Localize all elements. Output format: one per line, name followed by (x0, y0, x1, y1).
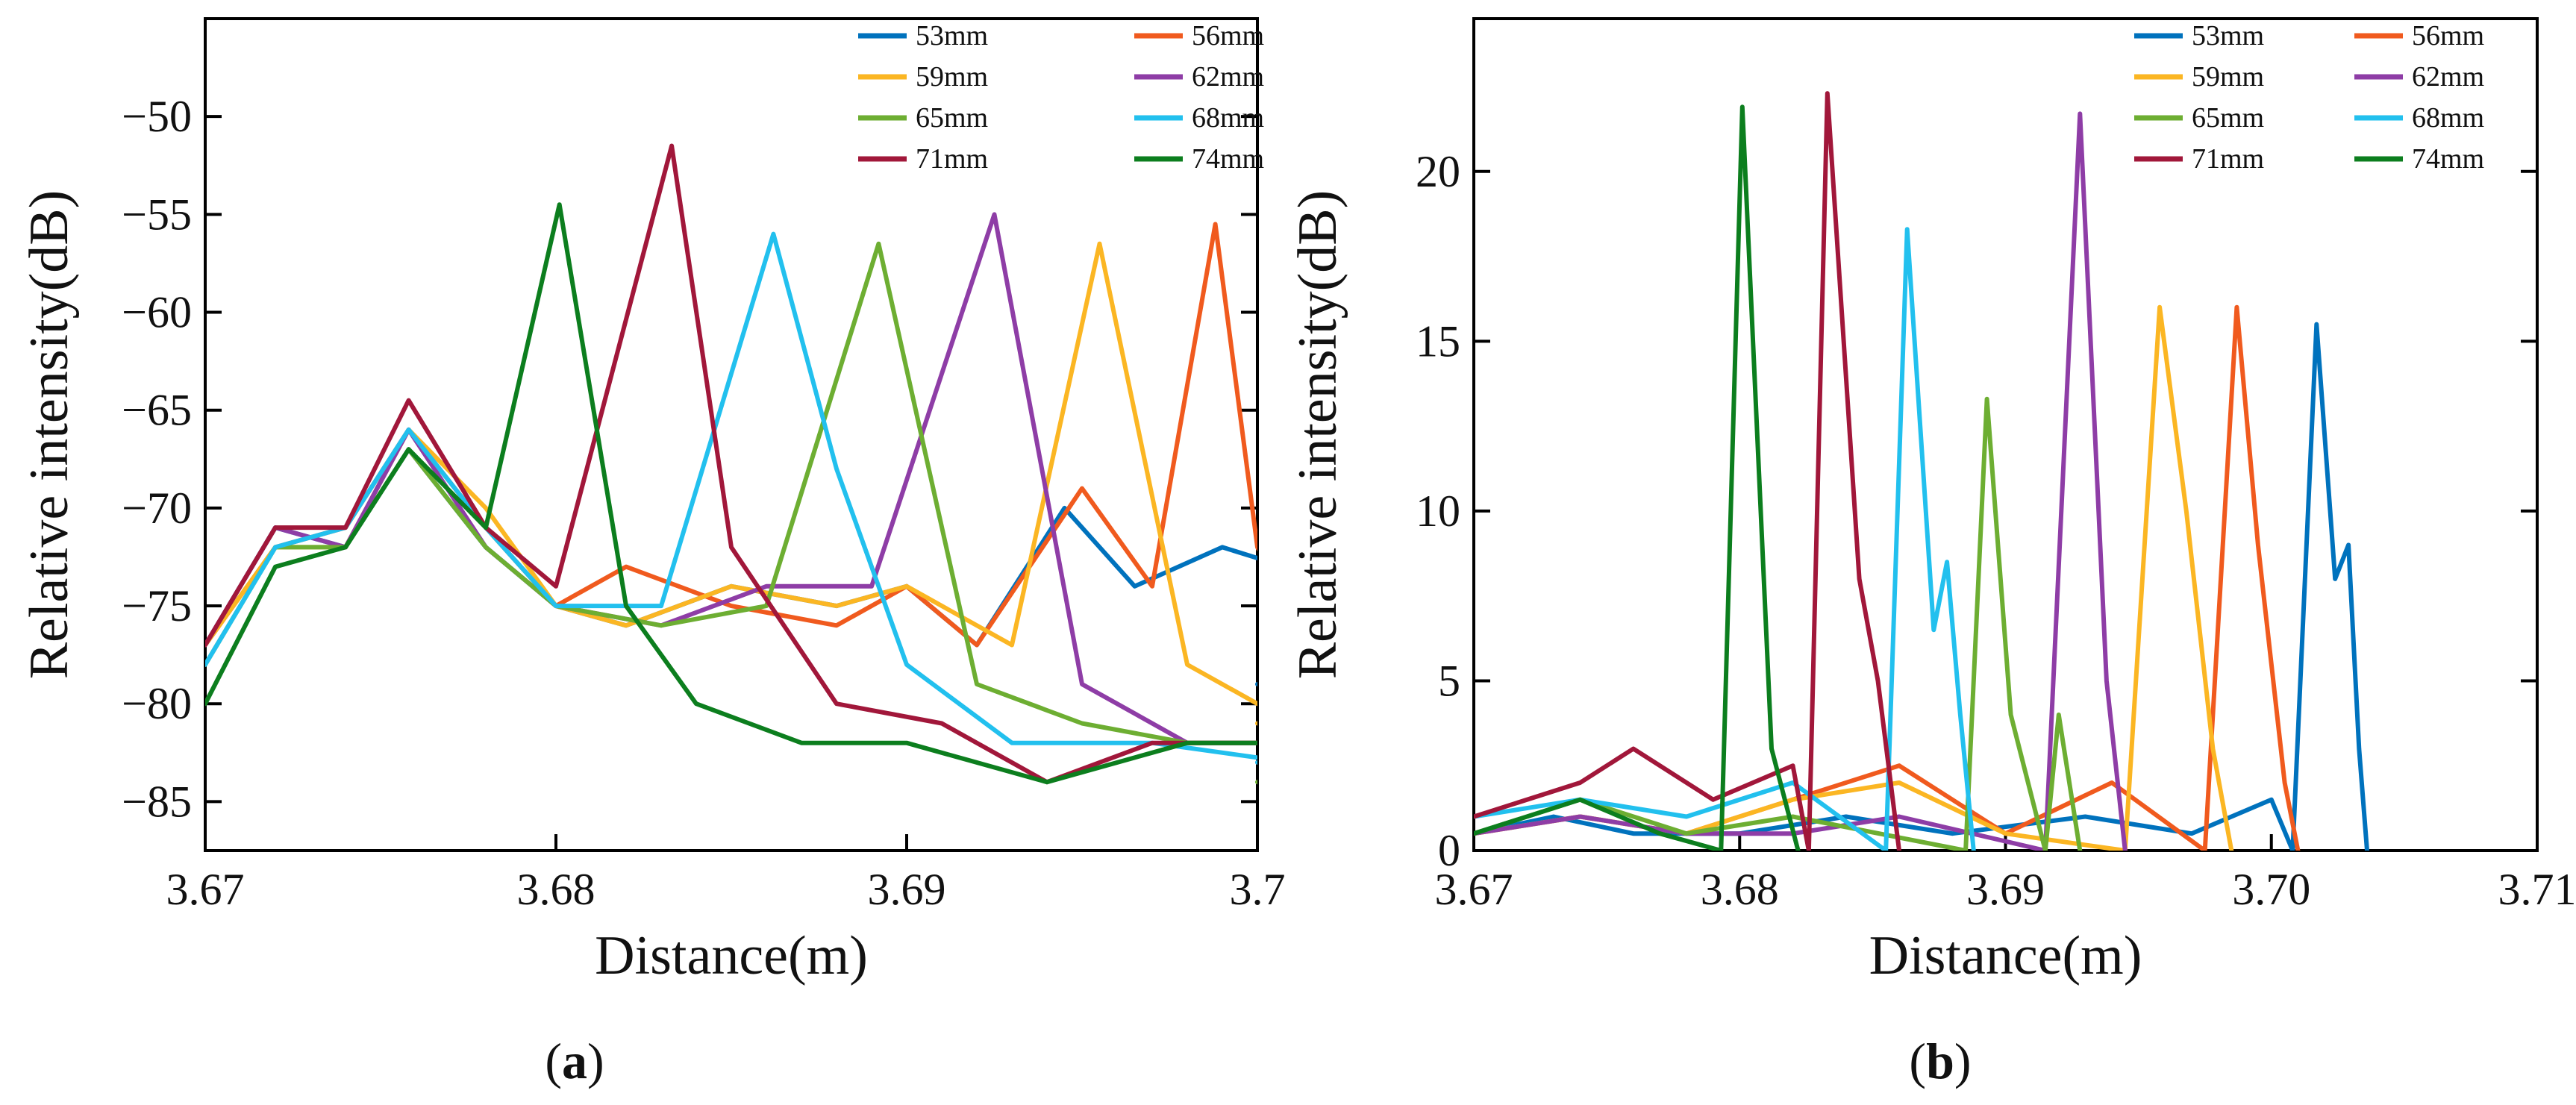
panel-b-legend-label-71mm: 71mm (2192, 143, 2264, 175)
panel-a-y-tick-label: −70 (122, 483, 192, 533)
panel-b-series-53mm (1474, 322, 2369, 851)
panel-b-legend-label-74mm: 74mm (2412, 143, 2484, 175)
panel-b-y-tick-label: 10 (1416, 486, 1460, 536)
panel-b-plot-frame (1472, 17, 2539, 852)
panel-a-legend-label-56mm: 56mm (1192, 20, 1264, 51)
panel-a-caption: (a) (545, 1033, 604, 1089)
panel-b-series-68mm (1474, 227, 1976, 851)
panel-a-plot-frame (204, 17, 1259, 852)
panel-b-legend-label-53mm: 53mm (2192, 20, 2264, 51)
panel-a-y-axis-title: Relative intensity(dB) (19, 190, 80, 680)
panel-a-caption-letter: a (562, 1033, 587, 1089)
panel-b-x-tick-label: 3.71 (2498, 865, 2576, 914)
panel-a-y-tick-label: −75 (122, 581, 192, 630)
panel-b-legend-label-56mm: 56mm (2412, 20, 2484, 51)
panel-a-legend-label-68mm: 68mm (1192, 102, 1264, 134)
panel-a-series-74mm (205, 202, 1257, 785)
panel-b-caption-letter: b (1926, 1033, 1954, 1089)
panel-a-x-tick-label: 3.7 (1230, 865, 1286, 914)
panel-b-x-tick-label: 3.70 (2232, 865, 2310, 914)
panel-b-x-tick-label: 3.67 (1435, 865, 1513, 914)
panel-b-series-62mm (1474, 111, 2128, 851)
panel-a-series-68mm (205, 231, 1257, 765)
panel-b-y-tick-label: 5 (1438, 656, 1460, 705)
panel-a-x-tick-label: 3.67 (166, 865, 245, 914)
panel-b-y-tick-label: 20 (1416, 147, 1460, 196)
panel-a-legend-label-71mm: 71mm (916, 143, 988, 175)
panel-b-legend-label-59mm: 59mm (2192, 61, 2264, 93)
panel-a-chart: 3.67 3.68 3.69 3.7 −85 −80 −75 −70 −65 −60 −55 −50 D… (19, 17, 1286, 986)
panel-a-x-axis-title: Distance(m) (595, 925, 868, 986)
panel-a-y-tick-label: −80 (122, 679, 192, 728)
panel-a-legend: 53mm 56mm 59mm 62mm 65mm 68mm 71mm 74mm (858, 20, 1264, 175)
panel-b-y-axis-title: Relative intensity(dB) (1287, 190, 1348, 680)
panel-a-y-tick-label: −60 (122, 288, 192, 337)
panel-a-legend-label-65mm: 65mm (916, 102, 988, 134)
panel-b-chart: 3.67 3.68 3.69 3.70 3.71 0 5 10 15 20 Distance(m) R… (1287, 17, 2576, 986)
panel-a-series-71mm (205, 143, 1257, 785)
panel-a-legend-label-59mm: 59mm (916, 61, 988, 93)
panel-b-series-65mm (1474, 396, 2083, 851)
panel-a-y-tick-label: −55 (122, 190, 192, 239)
panel-b-series-74mm (1474, 104, 1801, 851)
panel-b-legend-label-65mm: 65mm (2192, 102, 2264, 134)
panel-b-x-tick-label: 3.68 (1701, 865, 1779, 914)
panel-b-legend-label-68mm: 68mm (2412, 102, 2484, 134)
panel-b-legend-label-62mm: 62mm (2412, 61, 2484, 93)
panel-a-legend-label-62mm: 62mm (1192, 61, 1264, 93)
panel-b-series-71mm (1474, 91, 1901, 851)
panel-a-x-tick-label: 3.69 (868, 865, 946, 914)
panel-b-series-group (1474, 91, 2369, 851)
panel-a-y-tick-label: −65 (122, 386, 192, 435)
panel-b-y-tick-label: 0 (1438, 826, 1460, 875)
panel-b-x-tick-label: 3.69 (1966, 865, 2045, 914)
panel-a-series-56mm (205, 222, 1257, 745)
panel-a-series-65mm (205, 241, 1257, 785)
panel-b-caption: (b) (1909, 1033, 1971, 1089)
panel-a-legend-label-53mm: 53mm (916, 20, 988, 51)
panel-a-series-62mm (205, 212, 1257, 765)
panel-a-series-group (205, 143, 1257, 785)
panel-b-legend: 53mm 56mm 59mm 62mm 65mm 68mm 71mm 74mm (2134, 20, 2484, 175)
panel-a-legend-label-74mm: 74mm (1192, 143, 1264, 175)
panel-b-x-axis-title: Distance(m) (1869, 925, 2142, 986)
panel-a-y-tick-label: −85 (122, 777, 192, 826)
panel-a-x-tick-label: 3.68 (517, 865, 595, 914)
panel-b-y-tick-label: 15 (1416, 316, 1460, 366)
panel-a-y-tick-label: −50 (122, 92, 192, 141)
